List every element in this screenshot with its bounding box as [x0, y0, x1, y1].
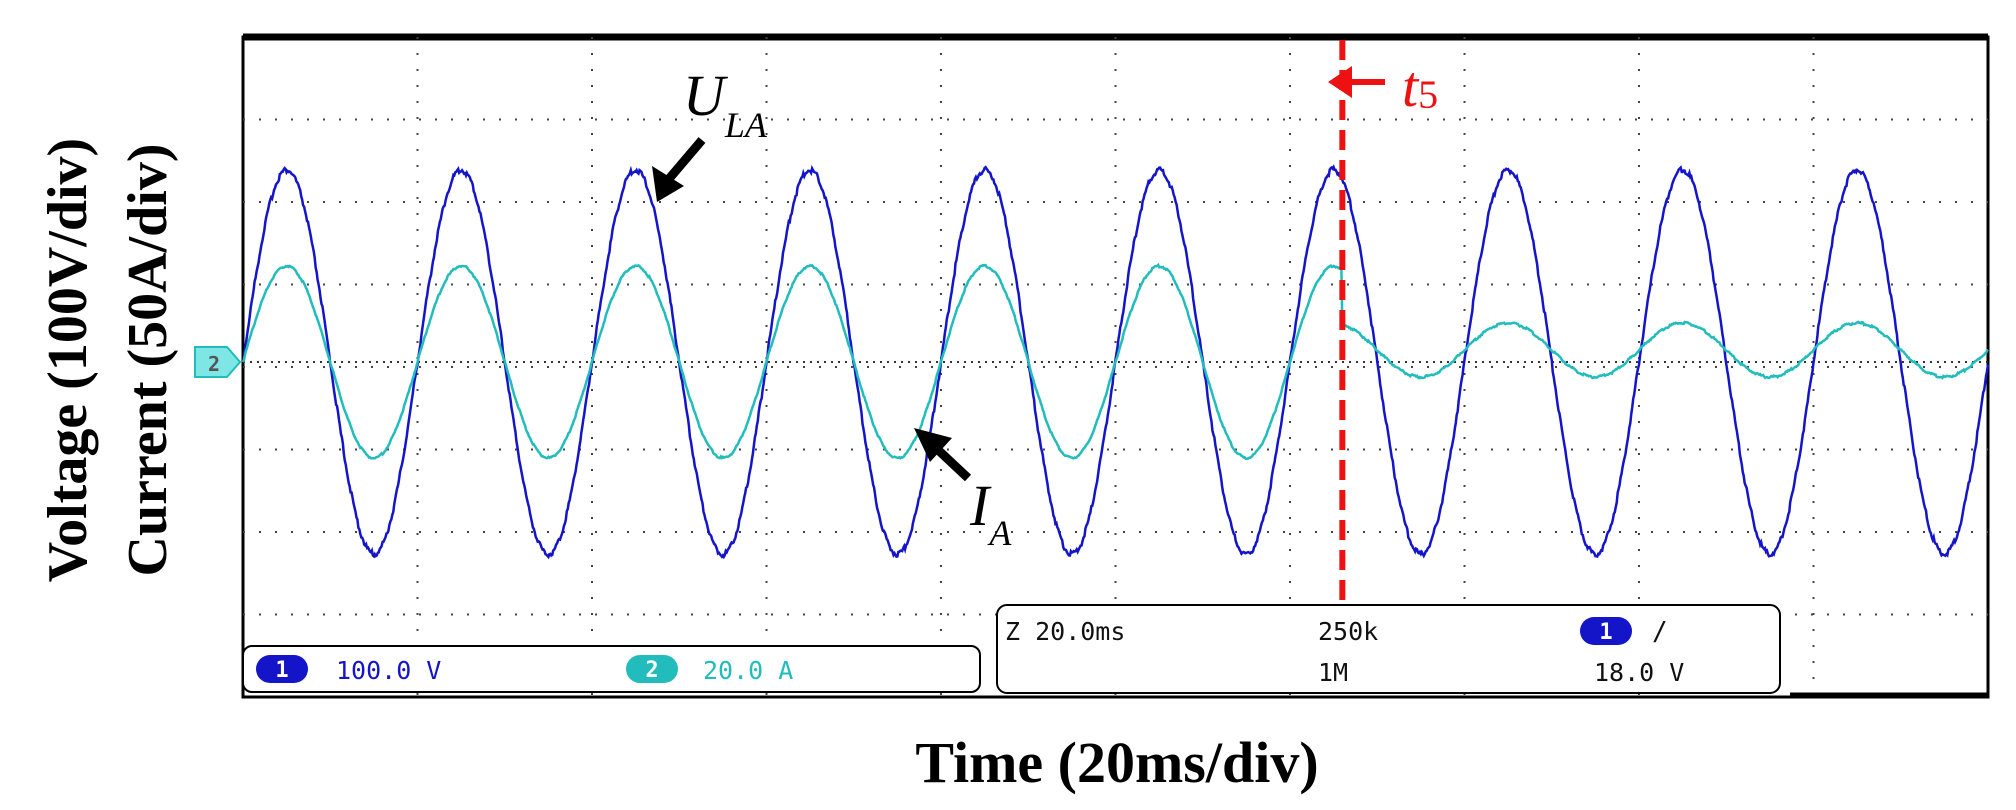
channel-scale-bar: 1 100.0 V 2 20.0 A [242, 645, 981, 693]
timebase-trigger-bar: Z 20.0ms 250k 1M 1 / 18.0 V [996, 604, 1781, 694]
traces [241, 164, 1990, 560]
ch1-badge [256, 655, 308, 683]
event-label: t5 [1402, 54, 1438, 119]
ch2-badge [626, 655, 678, 683]
trigger-level: 18.0 V [1594, 658, 1684, 687]
trace-i-a [241, 262, 1989, 461]
arrow-ia [914, 428, 972, 482]
series-label-ula: ULA [683, 63, 768, 145]
trigger-source-badge [1580, 617, 1632, 645]
ch2-badge-text: 2 [645, 658, 658, 683]
y-axis-label-current: Current (50A/div) [117, 144, 179, 577]
trigger-slope-icon: / [1652, 617, 1668, 647]
trigger-source-text: 1 [1599, 620, 1612, 645]
ch2-ground-marker: 2 [194, 346, 242, 378]
arrow-ula [652, 137, 706, 202]
ch2-scale: 20.0 A [703, 656, 793, 685]
x-axis-label: Time (20ms/div) [915, 730, 1318, 795]
ch1-badge-text: 1 [275, 658, 288, 683]
svg-text:2: 2 [208, 352, 220, 376]
record-length: 1M [1318, 658, 1348, 687]
y-axis-label-voltage: Voltage (100V/div) [37, 138, 99, 582]
sample-points: 250k [1318, 617, 1378, 646]
ch1-scale: 100.0 V [336, 656, 441, 685]
event-arrow [1328, 66, 1385, 98]
zoom-readout: Z 20.0ms [1005, 617, 1125, 646]
series-label-ia: IA [969, 473, 1012, 553]
